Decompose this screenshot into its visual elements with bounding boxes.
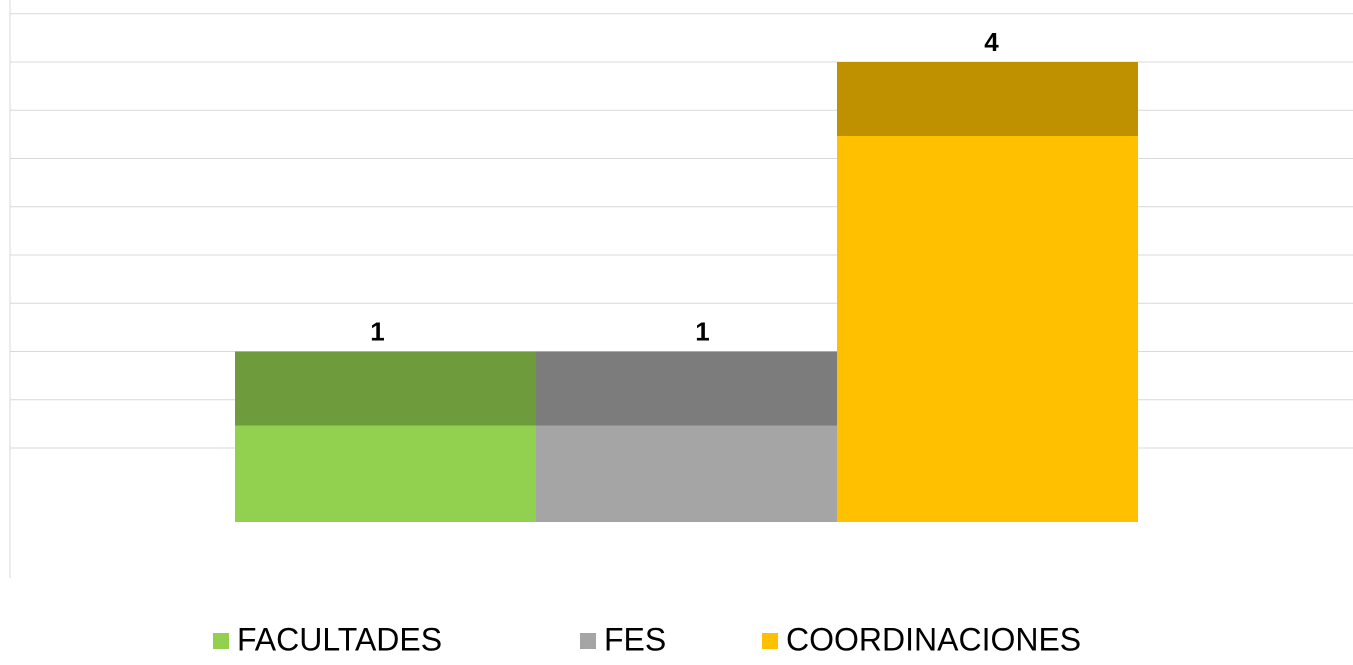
bar-top: [837, 62, 1138, 136]
bar: [837, 136, 1138, 522]
bar-top: [235, 351, 536, 426]
bar: [536, 425, 837, 522]
legend-swatch: [762, 633, 778, 649]
legend-label: FES: [604, 621, 666, 657]
data-label: 1: [370, 316, 384, 346]
legend-label: COORDINACIONES: [786, 621, 1081, 657]
legend-label: FACULTADES: [237, 621, 442, 657]
data-label: 4: [984, 27, 999, 57]
bar-top: [536, 351, 837, 426]
legend-swatch: [580, 633, 596, 649]
data-label: 1: [695, 316, 709, 346]
bar: [235, 425, 536, 522]
legend-swatch: [213, 633, 229, 649]
